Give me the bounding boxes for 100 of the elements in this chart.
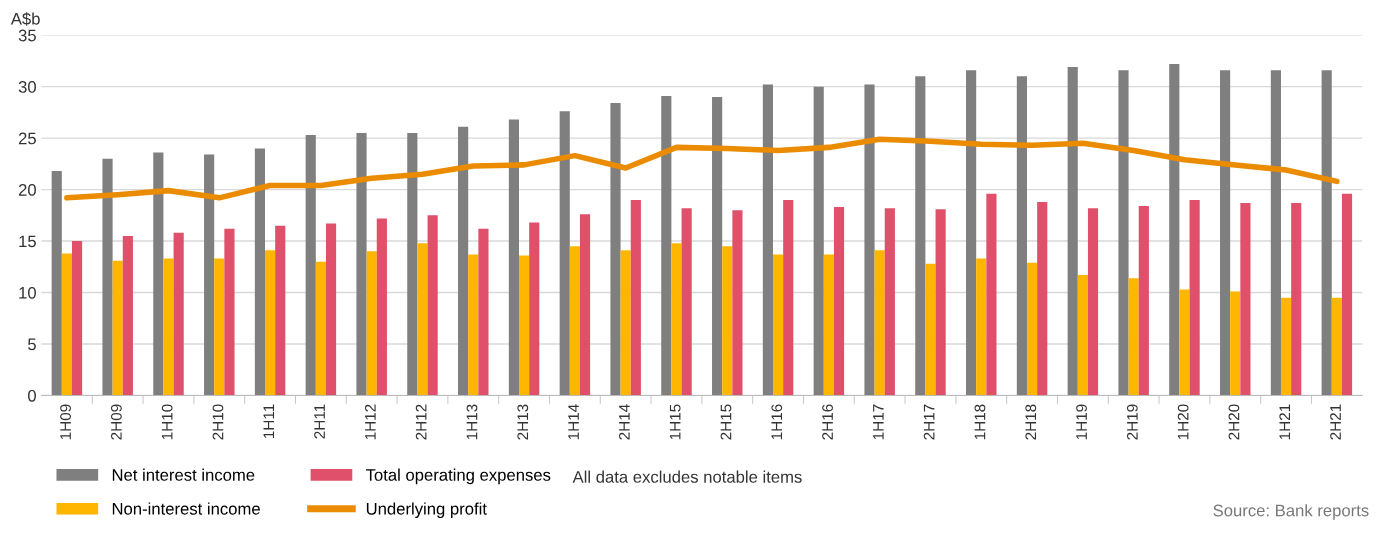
y-tick-label: 30 [18, 81, 36, 93]
x-tick-label: 2H15 [720, 404, 732, 440]
bar [1230, 291, 1241, 396]
x-tick-label: 1H21 [1279, 404, 1291, 440]
bar [925, 263, 936, 396]
legend-label: Net interest income [112, 468, 255, 481]
bar [1341, 193, 1353, 396]
bar [61, 253, 72, 396]
bar [356, 132, 367, 396]
legend-label: Non-interest income [112, 502, 260, 515]
bar [579, 214, 591, 396]
x-tick-label: 1H09 [60, 404, 71, 440]
x-tick-label: 2H17 [923, 404, 935, 440]
x-tick-label: 1H20 [1177, 404, 1189, 440]
bar [265, 250, 276, 396]
bar [214, 258, 225, 396]
bar [986, 193, 997, 396]
bar [254, 148, 265, 396]
bar [1280, 297, 1292, 396]
bar [630, 199, 641, 396]
bar [1291, 202, 1302, 396]
bar [1240, 202, 1251, 396]
bar [813, 86, 824, 396]
bar [559, 111, 570, 396]
bar [71, 241, 83, 396]
x-tick-label: 2H13 [517, 404, 529, 440]
bar [874, 250, 885, 396]
bar [1037, 201, 1048, 396]
bar [1138, 206, 1149, 396]
bar [1067, 67, 1078, 396]
x-tick-label: 1H10 [161, 404, 173, 440]
bar [833, 207, 845, 396]
x-tick-label: 1H14 [568, 404, 579, 440]
bar [620, 250, 631, 396]
bar [1220, 70, 1231, 396]
bar [122, 235, 133, 396]
y-tick-label: 15 [19, 235, 36, 248]
bar [1026, 262, 1038, 396]
legend-label: Total operating expenses [365, 468, 551, 485]
bar [671, 243, 682, 396]
bar [519, 255, 530, 396]
y-tick-label: 5 [28, 338, 36, 351]
bar [823, 254, 834, 396]
bar [712, 96, 723, 396]
bar [417, 243, 428, 396]
bar [1087, 208, 1099, 396]
x-tick-label: 2H14 [618, 404, 630, 440]
x-tick-label: 2H10 [212, 404, 224, 440]
bar [1016, 76, 1027, 396]
bar [976, 258, 987, 396]
x-tick-label: 1H17 [873, 404, 884, 440]
bar [722, 246, 733, 396]
bar [935, 209, 946, 396]
bar [1169, 64, 1180, 396]
bar [661, 95, 672, 396]
bar [508, 119, 519, 396]
bar [884, 208, 895, 396]
x-tick-label: 2H19 [1126, 404, 1138, 440]
x-tick-label: 1H16 [771, 404, 783, 440]
x-tick-label: 1H18 [974, 404, 986, 440]
bar [376, 218, 387, 396]
bar [783, 199, 794, 396]
bar [966, 70, 977, 396]
x-tick-label: 1H13 [466, 404, 478, 440]
x-tick-label: 1H15 [669, 404, 681, 440]
bar [1321, 70, 1332, 396]
legend-label: Underlying profit [366, 502, 487, 518]
bar [681, 208, 692, 396]
bar [772, 254, 784, 396]
bar [468, 254, 479, 396]
bar [478, 228, 489, 396]
bar [732, 210, 743, 396]
bar [204, 154, 215, 396]
bar [366, 251, 377, 396]
bar [1077, 275, 1088, 396]
bar [173, 232, 184, 396]
bar [305, 135, 316, 396]
x-tick-label: 2H12 [415, 404, 427, 440]
bar [427, 215, 438, 396]
bar [915, 76, 926, 396]
bar [102, 158, 113, 396]
bar [762, 84, 773, 396]
x-tick-label: 1H19 [1076, 404, 1087, 440]
source-note: Source: Bank reports [1213, 504, 1369, 520]
y-tick-label: 35 [18, 29, 36, 42]
bar [1179, 289, 1190, 396]
bar [153, 152, 164, 396]
text: All data excludes notable items [572, 470, 802, 483]
bar [163, 258, 174, 396]
bar [112, 260, 123, 396]
bar [569, 246, 580, 396]
x-tick-label: 2H20 [1228, 404, 1240, 440]
y-tick-label: 20 [18, 184, 36, 196]
bar [1189, 199, 1200, 396]
x-tick-label: 2H18 [1025, 404, 1037, 440]
bar [407, 132, 418, 396]
y-tick-label: 0 [28, 389, 36, 402]
x-tick-label: 2H09 [110, 404, 122, 440]
bar [458, 126, 469, 396]
bar [315, 261, 326, 396]
